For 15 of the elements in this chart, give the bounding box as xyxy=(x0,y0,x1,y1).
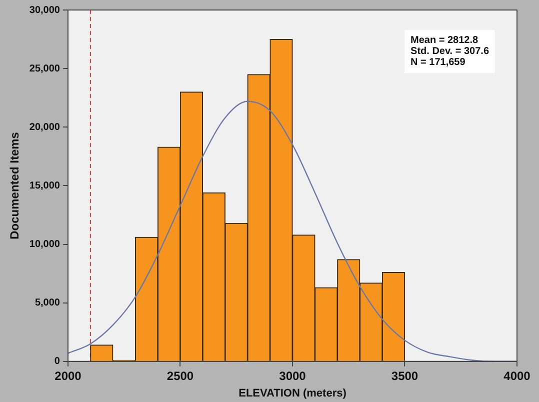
y-tick-label: 15,000 xyxy=(29,180,60,192)
x-tick-label: 4000 xyxy=(504,368,531,383)
y-tick-label: 30,000 xyxy=(29,4,60,16)
annotation: Mean = 2812.8 Std. Dev. = 307.6 N = 171,659 xyxy=(410,34,490,68)
x-tick-label: 3500 xyxy=(391,368,418,383)
y-tick-label: 5,000 xyxy=(34,298,60,309)
y-axis-title: Documented Items xyxy=(8,132,22,240)
x-tick-label: 3000 xyxy=(279,368,306,383)
y-tick-label: 20,000 xyxy=(29,122,60,133)
x-tick-label: 2500 xyxy=(166,368,194,383)
y-tick-label: 0 xyxy=(54,356,60,368)
y-tick-label: 10,000 xyxy=(29,239,60,250)
y-tick-label: 25,000 xyxy=(29,63,60,74)
x-axis-title: ELEVATION (meters) xyxy=(238,387,347,400)
x-tick-label: 2000 xyxy=(54,368,82,383)
